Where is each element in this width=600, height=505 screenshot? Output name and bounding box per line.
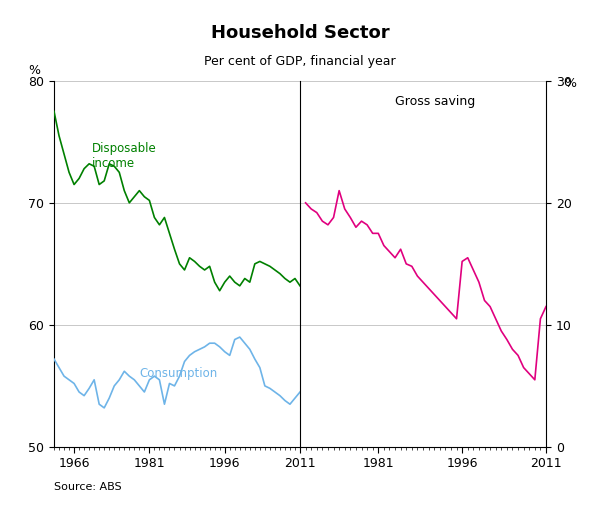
Y-axis label: %: % [565,77,577,90]
Text: Source: ABS: Source: ABS [54,482,122,492]
Text: Gross saving: Gross saving [395,95,475,109]
Y-axis label: %: % [28,64,40,77]
Text: Disposable
income: Disposable income [92,142,157,171]
Text: Consumption: Consumption [139,367,218,380]
Text: Per cent of GDP, financial year: Per cent of GDP, financial year [204,55,396,68]
Text: Household Sector: Household Sector [211,24,389,42]
